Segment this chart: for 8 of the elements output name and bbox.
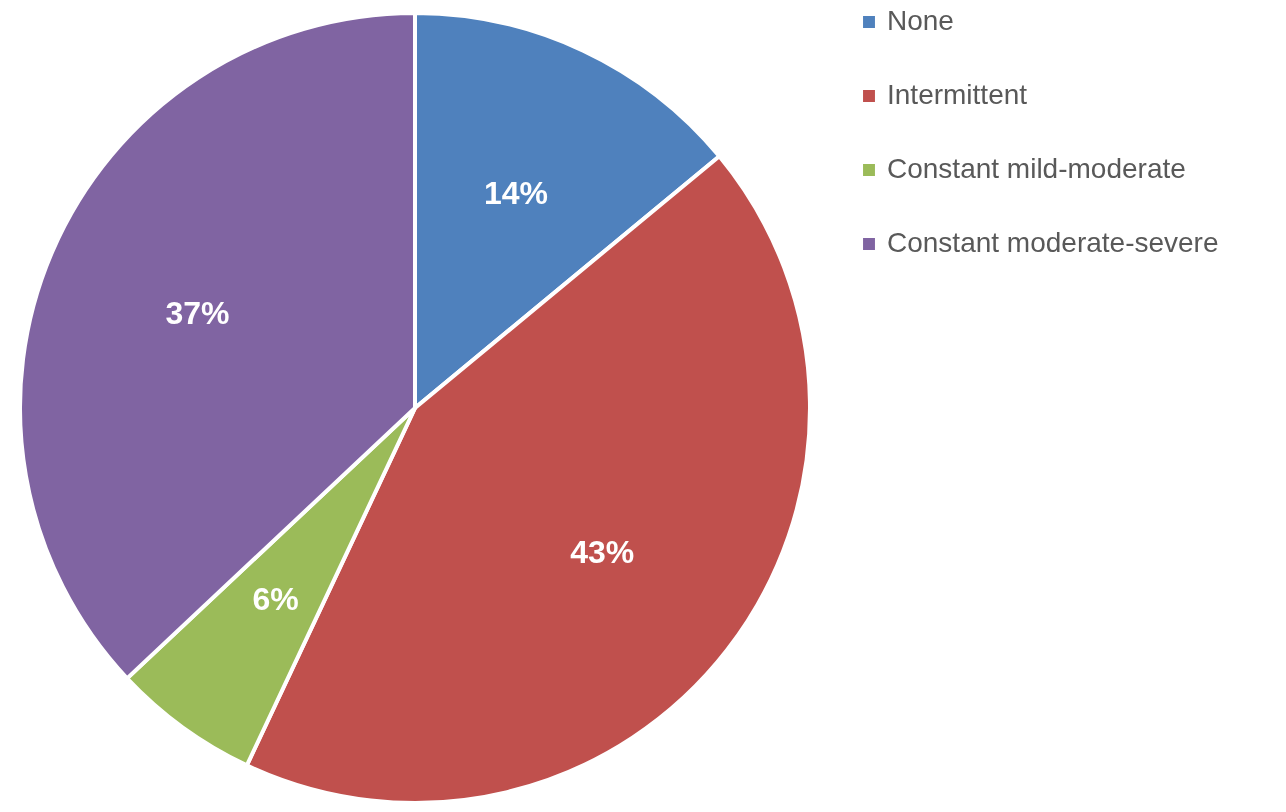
legend-label: Constant mild-moderate	[887, 153, 1186, 184]
data-label: 6%	[252, 580, 299, 617]
data-label: 37%	[165, 294, 230, 331]
data-label: 14%	[483, 174, 548, 211]
legend-label: Constant moderate-severe	[887, 227, 1219, 258]
legend-label: Intermittent	[887, 79, 1028, 110]
legend-label: None	[887, 5, 954, 36]
data-label: 43%	[570, 534, 635, 571]
